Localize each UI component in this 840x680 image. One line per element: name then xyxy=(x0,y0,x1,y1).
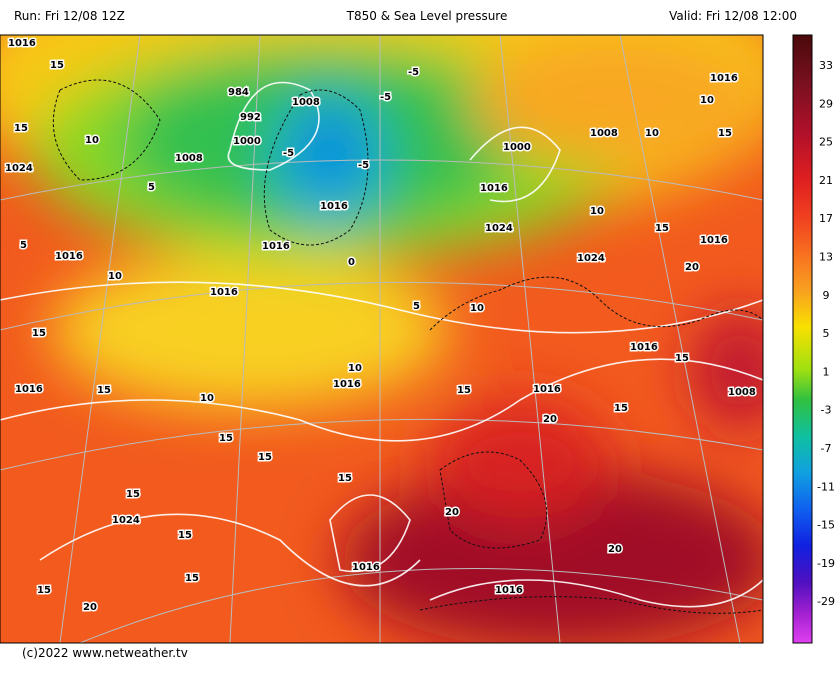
contour-label: 15 xyxy=(32,328,46,339)
contour-label: 10 xyxy=(590,206,604,217)
contour-label: 1024 xyxy=(577,253,605,264)
contour-label: 1016 xyxy=(320,201,348,212)
contour-label: 1000 xyxy=(233,136,261,147)
colorbar-label: -3 xyxy=(821,404,832,417)
graticule xyxy=(0,35,763,643)
contour-label: 20 xyxy=(83,602,97,613)
colorbar-label: -15 xyxy=(817,519,835,532)
contour-labels: 1016 15 15 10 1024 1008 5 5 1016 10 984 992 1000 1008… xyxy=(4,37,758,615)
colorbar-label: -29 xyxy=(817,595,835,608)
contour-label: 1016 xyxy=(700,235,728,246)
contour-label: 15 xyxy=(655,223,669,234)
contour-label: 10 xyxy=(85,135,99,146)
credit: (c)2022 www.netweather.tv xyxy=(22,646,188,660)
colorbar-labels: 33 29 25 21 17 13 9 5 1 -3 -7 -11 -15 -19 -29 xyxy=(817,59,835,608)
contour-label: 0 xyxy=(348,257,355,268)
colorbar-label: 13 xyxy=(819,251,833,264)
contour-label: 15 xyxy=(178,530,192,541)
contour-label: 15 xyxy=(675,353,689,364)
contour-label: 1016 xyxy=(210,287,238,298)
contour-label: -5 xyxy=(358,160,369,171)
coastlines xyxy=(52,79,763,614)
contour-label: 992 xyxy=(240,112,261,123)
colorbar-label: 21 xyxy=(819,174,833,187)
contour-label: 10 xyxy=(645,128,659,139)
contour-label: 1016 xyxy=(495,585,523,596)
colorbar-label: -19 xyxy=(817,557,835,570)
contour-label: 1008 xyxy=(590,128,618,139)
contour-label: 1016 xyxy=(533,384,561,395)
contour-label: 5 xyxy=(413,301,420,312)
contour-label: 15 xyxy=(50,60,64,71)
colorbar-label: -11 xyxy=(817,480,835,493)
contour-label: 1016 xyxy=(8,38,36,49)
colorbar-label: 33 xyxy=(819,59,833,72)
valid-label: Valid: Fri 12/08 12:00 xyxy=(669,9,797,23)
contour-label: 15 xyxy=(126,489,140,500)
contour-label: 15 xyxy=(258,452,272,463)
contour-label: 15 xyxy=(37,585,51,596)
colorbar-label: 25 xyxy=(819,136,833,149)
contour-label: 15 xyxy=(14,123,28,134)
contour-label: 1008 xyxy=(728,387,756,398)
contour-label: -5 xyxy=(408,67,419,78)
contour-label: 1016 xyxy=(333,379,361,390)
colorbar xyxy=(792,34,813,644)
contour-label: 1008 xyxy=(292,97,320,108)
contour-label: 20 xyxy=(608,544,622,555)
contour-label: -5 xyxy=(283,148,294,159)
contour-label: 1016 xyxy=(262,241,290,252)
contour-label: 15 xyxy=(718,128,732,139)
colorbar-label: 5 xyxy=(823,327,830,340)
colorbar-label: 9 xyxy=(823,289,830,302)
colorbar-label: 29 xyxy=(819,97,833,110)
contour-label: 1008 xyxy=(175,153,203,164)
contour-label: 15 xyxy=(185,573,199,584)
contour-label: 15 xyxy=(97,385,111,396)
map-frame xyxy=(0,34,764,644)
contour-label: 5 xyxy=(148,182,155,193)
contour-label: 1024 xyxy=(5,163,33,174)
contour-label: 984 xyxy=(228,87,249,98)
contour-label: 1024 xyxy=(485,223,513,234)
contour-label: 10 xyxy=(470,303,484,314)
contour-label: 1016 xyxy=(352,562,380,573)
contour-label: -5 xyxy=(380,92,391,103)
contour-label: 15 xyxy=(219,433,233,444)
contour-label: 20 xyxy=(543,414,557,425)
contour-label: 10 xyxy=(700,95,714,106)
contour-label: 1016 xyxy=(55,251,83,262)
isobars xyxy=(0,81,763,608)
contour-label: 1016 xyxy=(15,384,43,395)
contour-label: 1016 xyxy=(630,342,658,353)
contour-label: 10 xyxy=(200,393,214,404)
contour-label: 15 xyxy=(457,385,471,396)
map-title: T850 & Sea Level pressure xyxy=(346,9,508,23)
run-label: Run: Fri 12/08 12Z xyxy=(14,9,125,23)
contour-label: 5 xyxy=(20,240,27,251)
colorbar-label: 17 xyxy=(819,212,833,225)
temperature-field xyxy=(0,35,763,643)
contour-label: 20 xyxy=(685,262,699,273)
contour-label: 1000 xyxy=(503,142,531,153)
contour-label: 15 xyxy=(338,473,352,484)
contour-label: 1016 xyxy=(710,73,738,84)
colorbar-label: -7 xyxy=(821,442,832,455)
contour-label: 20 xyxy=(445,507,459,518)
contour-label: 15 xyxy=(614,403,628,414)
contour-label: 10 xyxy=(348,363,362,374)
contour-label: 1024 xyxy=(112,515,140,526)
contour-label: 1016 xyxy=(480,183,508,194)
contour-label: 10 xyxy=(108,271,122,282)
colorbar-label: 1 xyxy=(823,365,830,378)
